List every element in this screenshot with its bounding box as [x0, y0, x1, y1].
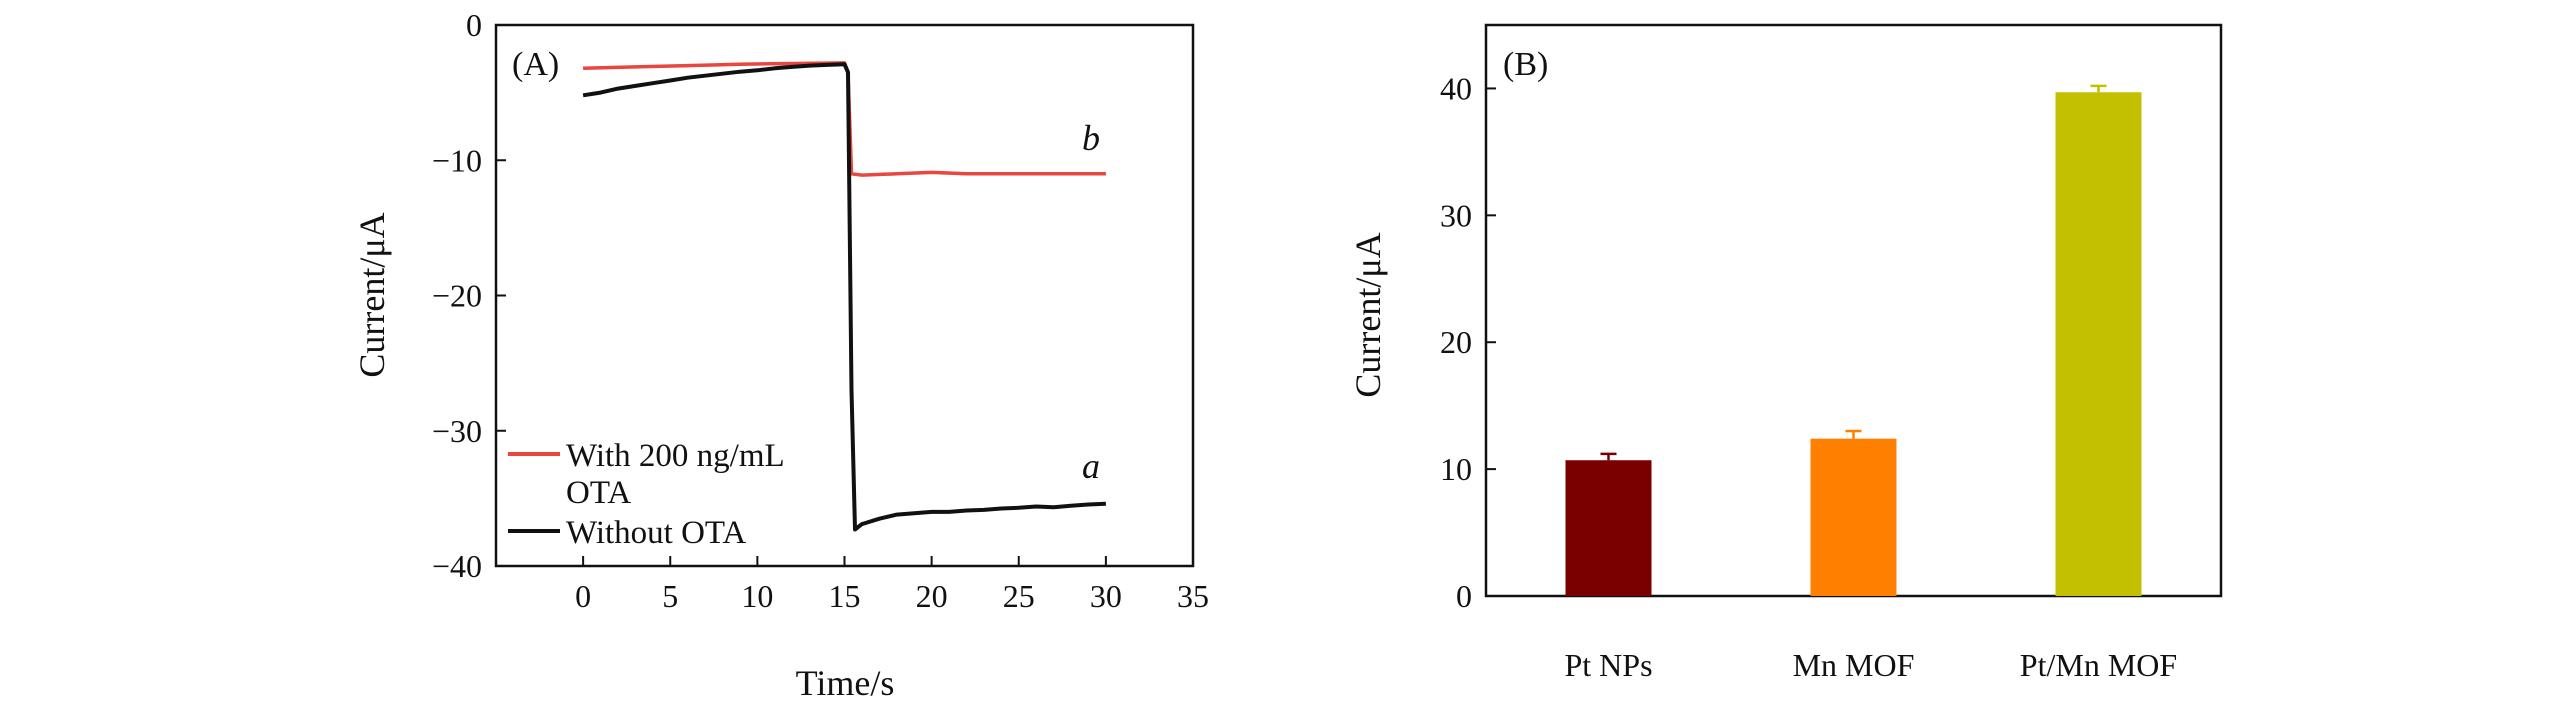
panel-a-xtick-label: 15: [829, 578, 861, 614]
panel-a-xtick-label: 5: [662, 578, 678, 614]
panel-a-ytick-label: −30: [432, 413, 482, 449]
panel-b-ytick-label: 30: [1440, 197, 1472, 233]
panel-a-xtick-label: 10: [741, 578, 773, 614]
bar-mn-mof: [1810, 438, 1897, 596]
panel-a-xtick-label: 35: [1177, 578, 1209, 614]
panel-a-xtick-label: 30: [1090, 578, 1122, 614]
bar-pt-nps: [1565, 460, 1652, 596]
panel-a-xtick-label: 0: [575, 578, 591, 614]
curve-label-b: b: [1082, 118, 1100, 158]
panel-a-ytick-label: −40: [432, 548, 482, 584]
panel-a-ylabel: Current/μA: [352, 212, 392, 377]
panel-a-xlabel: Time/s: [796, 663, 895, 703]
panel-b-category-label: Pt NPs: [1564, 647, 1652, 683]
panel-a: 0 5 10 15 20 25 30 35 0 −10 −20 −30 −40 (A) Time/s C…: [352, 7, 1209, 703]
panel-b-ytick-label: 0: [1456, 578, 1472, 614]
panel-b-ytick-label: 20: [1440, 324, 1472, 360]
series-line-with-ota: [583, 61, 1106, 177]
panel-b-category-label: Pt/Mn MOF: [2020, 647, 2177, 683]
panel-a-legend: With 200 ng/mL OTA Without OTA: [508, 438, 785, 551]
panel-b-ytick-label: 10: [1440, 451, 1472, 487]
panel-a-label: (A): [512, 46, 559, 83]
panel-a-xtick-label: 20: [916, 578, 948, 614]
legend-label-without-ota: Without OTA: [566, 515, 746, 551]
bar-pt-mn-mof: [2055, 92, 2142, 597]
panel-a-ytick-label: −10: [432, 142, 482, 178]
panel-a-xtick-label: 25: [1003, 578, 1035, 614]
panel-b: 0 10 20 30 40 Pt NPs Mn MOF Pt/Mn MOF (B) Curr…: [1348, 23, 2223, 683]
legend-label-with-ota-line2: OTA: [566, 475, 631, 511]
panel-b-ytick-label: 40: [1440, 70, 1472, 106]
curve-label-a: a: [1082, 446, 1100, 486]
panel-b-category-label: Mn MOF: [1793, 647, 1915, 683]
series-line-without-ota: [582, 62, 1106, 532]
legend-label-with-ota-line1: With 200 ng/mL: [566, 438, 785, 474]
panel-b-ylabel: Current/μA: [1348, 232, 1388, 397]
panel-a-ytick-label: −20: [432, 278, 482, 314]
panel-a-ytick-label: 0: [466, 7, 482, 43]
panel-b-label: (B): [1503, 46, 1548, 83]
